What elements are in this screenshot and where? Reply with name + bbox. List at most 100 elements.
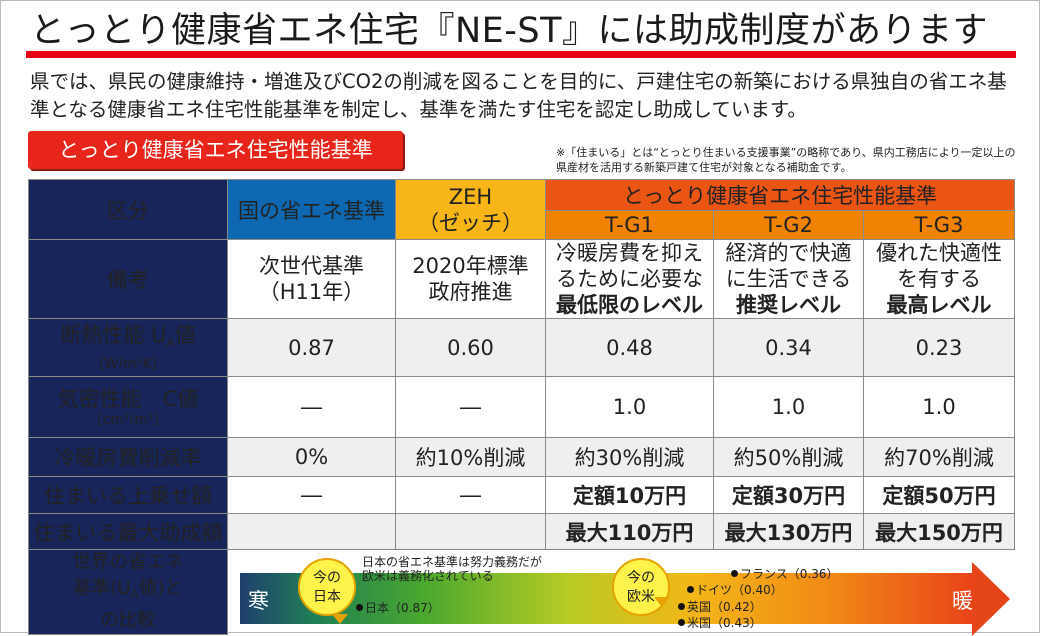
bikou-tg1-line1: 冷暖房費を抑え: [556, 241, 703, 265]
marker-germany-label: ドイツ（0.40）: [696, 583, 783, 597]
japan-bubble-line1: 今の: [313, 570, 341, 586]
marker-usa-label: 米国（0.43）: [687, 616, 762, 630]
dannetsu-tg3: 0.23: [863, 318, 1015, 377]
bikou-kuni: 次世代基準 （H11年）: [227, 239, 396, 319]
europe-bubble: 今の 欧米: [612, 558, 670, 616]
obligation-message-line1: 日本の省エネ基準は努力義務だが: [362, 555, 543, 569]
bikou-zeh-line1: 2020年標準: [412, 254, 529, 278]
bikou-zeh-line2: 政府推進: [428, 280, 513, 304]
sekai-label-line2b: 値)と: [138, 578, 184, 599]
row-label-saidai: 住まいる最大助成額: [28, 513, 228, 550]
dannetsu-tg2: 0.34: [713, 318, 864, 377]
row-label-bikou: 備考: [28, 239, 228, 319]
dannetsu-unit: ［W/m²K］: [90, 356, 166, 373]
uwanose-tg1: 定額10万円: [545, 476, 714, 514]
row-label-sakugen: 冷暖房費削減率: [28, 437, 228, 477]
kimitsu-unit: ［cm²/m²］: [88, 411, 168, 428]
row-label-uwanose: 住まいる上乗せ額: [28, 476, 228, 514]
marker-japan: 日本（0.87）: [356, 599, 440, 616]
bikou-tg2-line2: に生活できる: [725, 267, 852, 291]
sakugen-zeh: 約10%削減: [395, 437, 546, 477]
row-label-kimitsu: 気密性能 C値 ［cm²/m²］: [28, 376, 228, 438]
kimitsu-tg2: 1.0: [713, 376, 864, 438]
saidai-kuni: [227, 513, 396, 550]
row-label-dannetsu: 断熱性能 UA値 ［W/m²K］: [28, 318, 228, 377]
europe-bubble-line2: 欧米: [627, 589, 655, 605]
header-tg1: T-G1: [545, 210, 714, 240]
dannetsu-label-a: 断熱性能 U: [60, 322, 167, 347]
bikou-tg3: 優れた快適性 を有する 最高レベル: [863, 239, 1015, 319]
marker-france: フランス（0.36）: [731, 565, 838, 582]
marker-uk-label: 英国（0.42）: [687, 600, 762, 614]
marker-usa: 米国（0.43）: [678, 614, 762, 631]
obligation-message-line2: 欧米は義務化されている: [362, 569, 494, 583]
uwanose-tg2: 定額30万円: [713, 476, 864, 514]
marker-dot: [731, 570, 738, 577]
bikou-tg3-line2: を有する: [897, 267, 981, 291]
bikou-tg1-line2: るために必要な: [556, 267, 703, 291]
japan-bubble: 今の 日本: [298, 558, 356, 616]
bikou-kuni-line1: 次世代基準: [259, 254, 364, 278]
marker-dot: [356, 604, 363, 611]
bikou-zeh: 2020年標準 政府推進: [395, 239, 546, 319]
sekai-label-line2a: 基準(U: [72, 578, 131, 599]
japan-bubble-pointer: [332, 614, 348, 624]
bikou-tg2-line3: 推奨レベル: [736, 293, 841, 317]
header-kuni: 国の省エネ基準: [227, 179, 396, 240]
uwanose-tg3: 定額50万円: [863, 476, 1015, 514]
marker-france-label: フランス（0.36）: [740, 567, 839, 581]
kimitsu-tg1: 1.0: [545, 376, 714, 438]
marker-dot: [678, 603, 685, 610]
europe-bubble-line1: 今の: [627, 570, 655, 586]
marker-japan-label: 日本（0.87）: [365, 601, 440, 615]
header-tg2: T-G2: [713, 210, 864, 240]
bikou-tg2-line1: 経済的で快適: [725, 241, 852, 265]
section-badge: とっとり健康省エネ住宅性能基準: [28, 131, 403, 169]
dannetsu-zeh: 0.60: [395, 318, 546, 377]
header-zeh-name: ZEH: [448, 184, 493, 209]
header-zeh-reading: （ゼッチ）: [418, 210, 523, 235]
kimitsu-label: 気密性能 C値: [57, 386, 199, 411]
saidai-tg3: 最大150万円: [863, 513, 1015, 550]
bikou-tg3-line3: 最高レベル: [886, 293, 992, 317]
kimitsu-zeh: ―: [395, 376, 546, 438]
sekai-label-line3: の比較: [100, 609, 156, 631]
cold-label: 寒: [248, 589, 269, 613]
bikou-tg1: 冷暖房費を抑え るために必要な 最低限のレベル: [545, 239, 714, 319]
warm-label: 暖: [952, 589, 973, 613]
obligation-message: 日本の省エネ基準は努力義務だが 欧米は義務化されている: [362, 555, 542, 583]
sakugen-tg2: 約50%削減: [713, 437, 864, 477]
saidai-tg1: 最大110万円: [545, 513, 714, 550]
marker-germany: ドイツ（0.40）: [687, 581, 783, 598]
uwanose-kuni: ―: [227, 476, 396, 514]
uwanose-zeh: ―: [395, 476, 546, 514]
saidai-zeh: [395, 513, 546, 550]
marker-uk: 英国（0.42）: [678, 598, 762, 615]
header-tg3: T-G3: [863, 210, 1015, 240]
footnote: ※「住まいる」とは“とっとり住まいる支援事業”の略称であり、県内工務店により一定…: [556, 146, 1016, 174]
dannetsu-kuni: 0.87: [227, 318, 396, 377]
kimitsu-kuni: ―: [227, 376, 396, 438]
bikou-tg3-line1: 優れた快適性: [876, 241, 1002, 265]
sakugen-tg3: 約70%削減: [863, 437, 1015, 477]
header-zeh: ZEH （ゼッチ）: [395, 179, 546, 240]
row-label-sekai: 世界の省エネ 基準(UA値)と の比較: [28, 549, 228, 635]
saidai-tg2: 最大130万円: [713, 513, 864, 550]
bikou-kuni-line2: （H11年）: [258, 280, 365, 304]
sakugen-tg1: 約30%削減: [545, 437, 714, 477]
title-underline: [26, 51, 1016, 58]
dannetsu-label-sub: A: [166, 336, 175, 351]
sakugen-kuni: 0%: [227, 437, 396, 477]
marker-dot: [678, 619, 685, 626]
climate-gradient-bar: [240, 573, 972, 624]
europe-bubble-pointer: [654, 597, 670, 607]
bikou-tg2: 経済的で快適 に生活できる 推奨レベル: [713, 239, 864, 319]
bikou-tg1-line3: 最低限のレベル: [556, 293, 703, 317]
sekai-label-line1: 世界の省エネ: [72, 552, 184, 573]
arrow-head-icon: [972, 562, 1010, 636]
dannetsu-tg1: 0.48: [545, 318, 714, 377]
header-kubun: 区分: [28, 179, 228, 240]
kimitsu-tg3: 1.0: [863, 376, 1015, 438]
header-tottori: とっとり健康省エネ住宅性能基準: [545, 179, 1015, 211]
japan-bubble-line2: 日本: [313, 589, 341, 605]
